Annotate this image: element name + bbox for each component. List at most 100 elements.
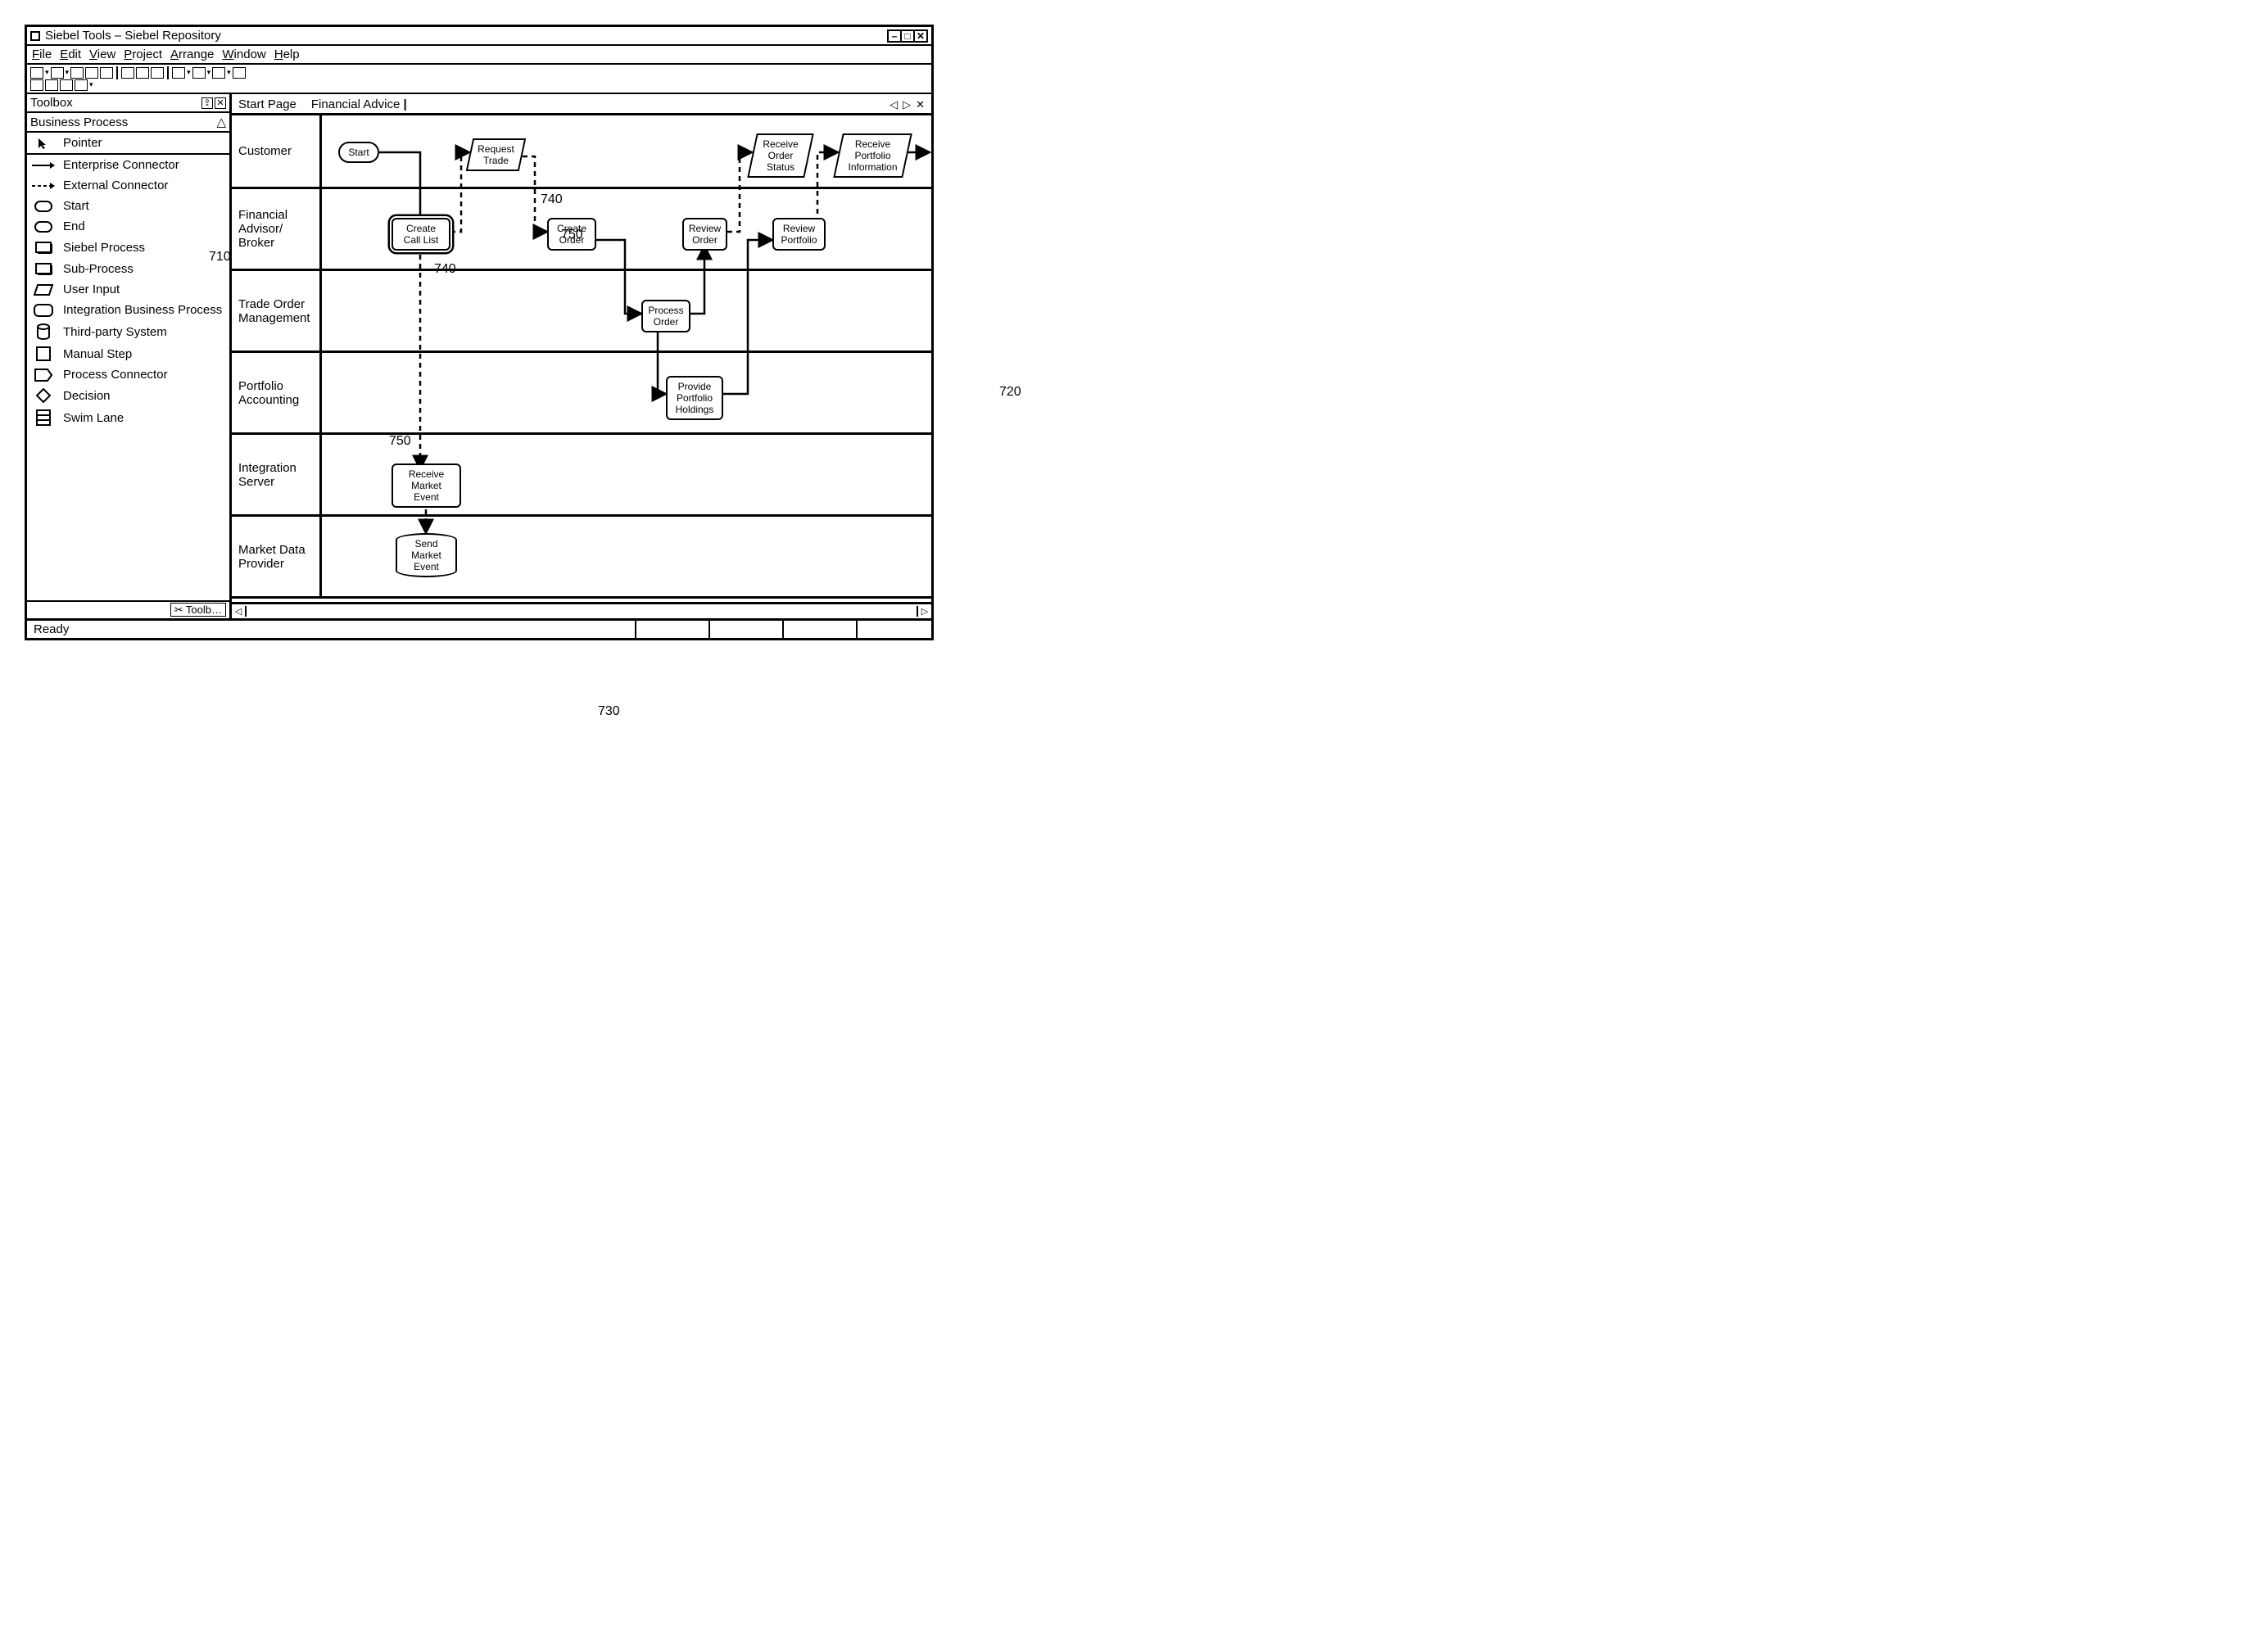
footer-button[interactable]: ✂ Toolb… xyxy=(170,603,226,617)
toolbar-button[interactable] xyxy=(30,79,43,91)
toolbar-button[interactable] xyxy=(100,67,113,79)
toolbar-button[interactable] xyxy=(151,67,164,79)
palette-item-integration-business-process[interactable]: Integration Business Process xyxy=(27,300,229,320)
palette-item-external-connector[interactable]: External Connector xyxy=(27,175,229,196)
palette-item-process-connector[interactable]: Process Connector xyxy=(27,364,229,385)
menu-edit[interactable]: Edit xyxy=(60,47,81,61)
tab-start-page[interactable]: Start Page xyxy=(238,97,297,111)
node-request_trade[interactable]: Request Trade xyxy=(466,138,527,171)
toolbar-button[interactable] xyxy=(30,67,43,79)
node-process_order[interactable]: Process Order xyxy=(641,300,690,332)
palette-item-third-party-system[interactable]: Third-party System xyxy=(27,320,229,343)
toolbar-button[interactable] xyxy=(121,67,134,79)
menu-project[interactable]: Project xyxy=(124,47,162,61)
node-review_order[interactable]: Review Order xyxy=(682,218,727,251)
callout-740b: 740 xyxy=(434,262,456,277)
toolbar-button[interactable] xyxy=(51,67,64,79)
palette-item-label: Start xyxy=(63,199,89,213)
app-window: Siebel Tools – Siebel Repository – □ ✕ F… xyxy=(25,25,934,640)
toolbar-button[interactable] xyxy=(85,67,98,79)
tab-close[interactable]: ✕ xyxy=(916,98,925,111)
palette-item-sub-process[interactable]: Sub-Process xyxy=(27,258,229,279)
menu-view[interactable]: View xyxy=(89,47,115,61)
status-box xyxy=(858,621,931,638)
toolbox-footer: ✂ Toolb… xyxy=(27,600,229,618)
node-send_market_event[interactable]: Send Market Event xyxy=(396,533,457,577)
palette-item-end[interactable]: End xyxy=(27,216,229,237)
node-review_portfolio[interactable]: Review Portfolio xyxy=(772,218,826,251)
palette-item-label: Third-party System xyxy=(63,325,167,339)
tab-financial-advice[interactable]: Financial Advice xyxy=(311,97,407,111)
pill-icon xyxy=(32,221,55,233)
palette-item-manual-step[interactable]: Manual Step xyxy=(27,343,229,364)
canvas-area: Start Page Financial Advice ◁ ▷ ✕ Custom… xyxy=(232,94,931,618)
node-provide_portfolio_holdings[interactable]: Provide Portfolio Holdings xyxy=(666,376,723,420)
lane-label: Portfolio Accounting xyxy=(232,353,322,432)
status-box xyxy=(784,621,858,638)
node-receive_portfolio_info[interactable]: Receive Portfolio Information xyxy=(833,133,912,178)
palette-item-decision[interactable]: Decision xyxy=(27,385,229,406)
app-title: Siebel Tools – Siebel Repository xyxy=(45,29,889,43)
palette-item-label: Integration Business Process xyxy=(63,303,222,317)
toolbar-button[interactable] xyxy=(60,79,73,91)
palette-item-label: Sub-Process xyxy=(63,262,134,276)
toolbar-button[interactable] xyxy=(233,67,246,79)
close-toolbox-button[interactable]: ✕ xyxy=(215,97,226,109)
node-receive_order_status[interactable]: Receive Order Status xyxy=(747,133,813,178)
close-button[interactable]: ✕ xyxy=(913,29,928,43)
swimlane: Integration Server xyxy=(232,435,931,517)
tab-nav-right[interactable]: ▷ xyxy=(903,98,911,111)
palette: PointerEnterprise ConnectorExternal Conn… xyxy=(27,133,229,600)
node-label: Review Order xyxy=(689,223,721,246)
pointer-icon xyxy=(32,137,55,150)
node-create_call_list[interactable]: Create Call List xyxy=(392,218,450,251)
collapse-icon[interactable]: △ xyxy=(216,115,226,129)
menu-file[interactable]: File xyxy=(32,47,52,61)
node-label: Review Portfolio xyxy=(779,223,819,246)
pin-icon[interactable]: ⇪ xyxy=(201,97,213,109)
palette-item-start[interactable]: Start xyxy=(27,196,229,216)
tabs: Start Page Financial Advice ◁ ▷ ✕ xyxy=(232,94,931,115)
toolbar-button[interactable] xyxy=(192,67,206,79)
horizontal-scrollbar: ◁ ▷ xyxy=(232,602,931,618)
menu-window[interactable]: Window xyxy=(222,47,265,61)
palette-item-enterprise-connector[interactable]: Enterprise Connector xyxy=(27,155,229,175)
rect-shadow-icon xyxy=(32,240,55,255)
palette-item-pointer[interactable]: Pointer xyxy=(27,133,229,155)
toolbar-button[interactable] xyxy=(212,67,225,79)
lane-body[interactable] xyxy=(322,353,931,432)
toolbar-button[interactable] xyxy=(75,79,88,91)
toolbox-section-header[interactable]: Business Process △ xyxy=(27,113,229,133)
toolbars: ▾ ▾ ▾ ▾ ▾ ▾ xyxy=(27,65,931,94)
lane-label: Customer xyxy=(232,115,322,187)
swimlane: Portfolio Accounting xyxy=(232,353,931,435)
toolbar-button[interactable] xyxy=(172,67,185,79)
node-label: Receive Portfolio Information xyxy=(844,138,901,173)
toolbox-header: Toolbox ⇪ ✕ xyxy=(27,94,229,113)
palette-item-siebel-process[interactable]: Siebel Process xyxy=(27,237,229,258)
palette-item-label: Manual Step xyxy=(63,347,132,361)
swimlane: Trade Order Management xyxy=(232,271,931,353)
menu-arrange[interactable]: Arrange xyxy=(170,47,214,61)
node-start[interactable]: Start xyxy=(338,142,379,163)
menu-help[interactable]: Help xyxy=(274,47,300,61)
main-area: Toolbox ⇪ ✕ Business Process △ PointerEn… xyxy=(27,94,931,618)
scroll-right-button[interactable]: ▷ xyxy=(917,606,931,617)
cylinder-icon xyxy=(32,323,55,340)
toolbar-button[interactable] xyxy=(136,67,149,79)
callout-740a: 740 xyxy=(541,192,563,207)
node-label: Send Market Event xyxy=(402,538,450,572)
tab-nav-left[interactable]: ◁ xyxy=(890,98,898,111)
toolbox: Toolbox ⇪ ✕ Business Process △ PointerEn… xyxy=(27,94,232,618)
palette-item-user-input[interactable]: User Input xyxy=(27,279,229,300)
lane-label: Market Data Provider xyxy=(232,517,322,596)
palette-item-swim-lane[interactable]: Swim Lane xyxy=(27,406,229,429)
toolbar-button[interactable] xyxy=(70,67,84,79)
scroll-left-button[interactable]: ◁ xyxy=(232,606,247,617)
node-label: Receive Order Status xyxy=(758,138,803,173)
swimlane: Customer xyxy=(232,115,931,189)
lane-body[interactable] xyxy=(322,271,931,350)
node-label: Start xyxy=(348,147,369,158)
node-receive_market_event[interactable]: Receive Market Event xyxy=(392,464,461,508)
toolbar-button[interactable] xyxy=(45,79,58,91)
